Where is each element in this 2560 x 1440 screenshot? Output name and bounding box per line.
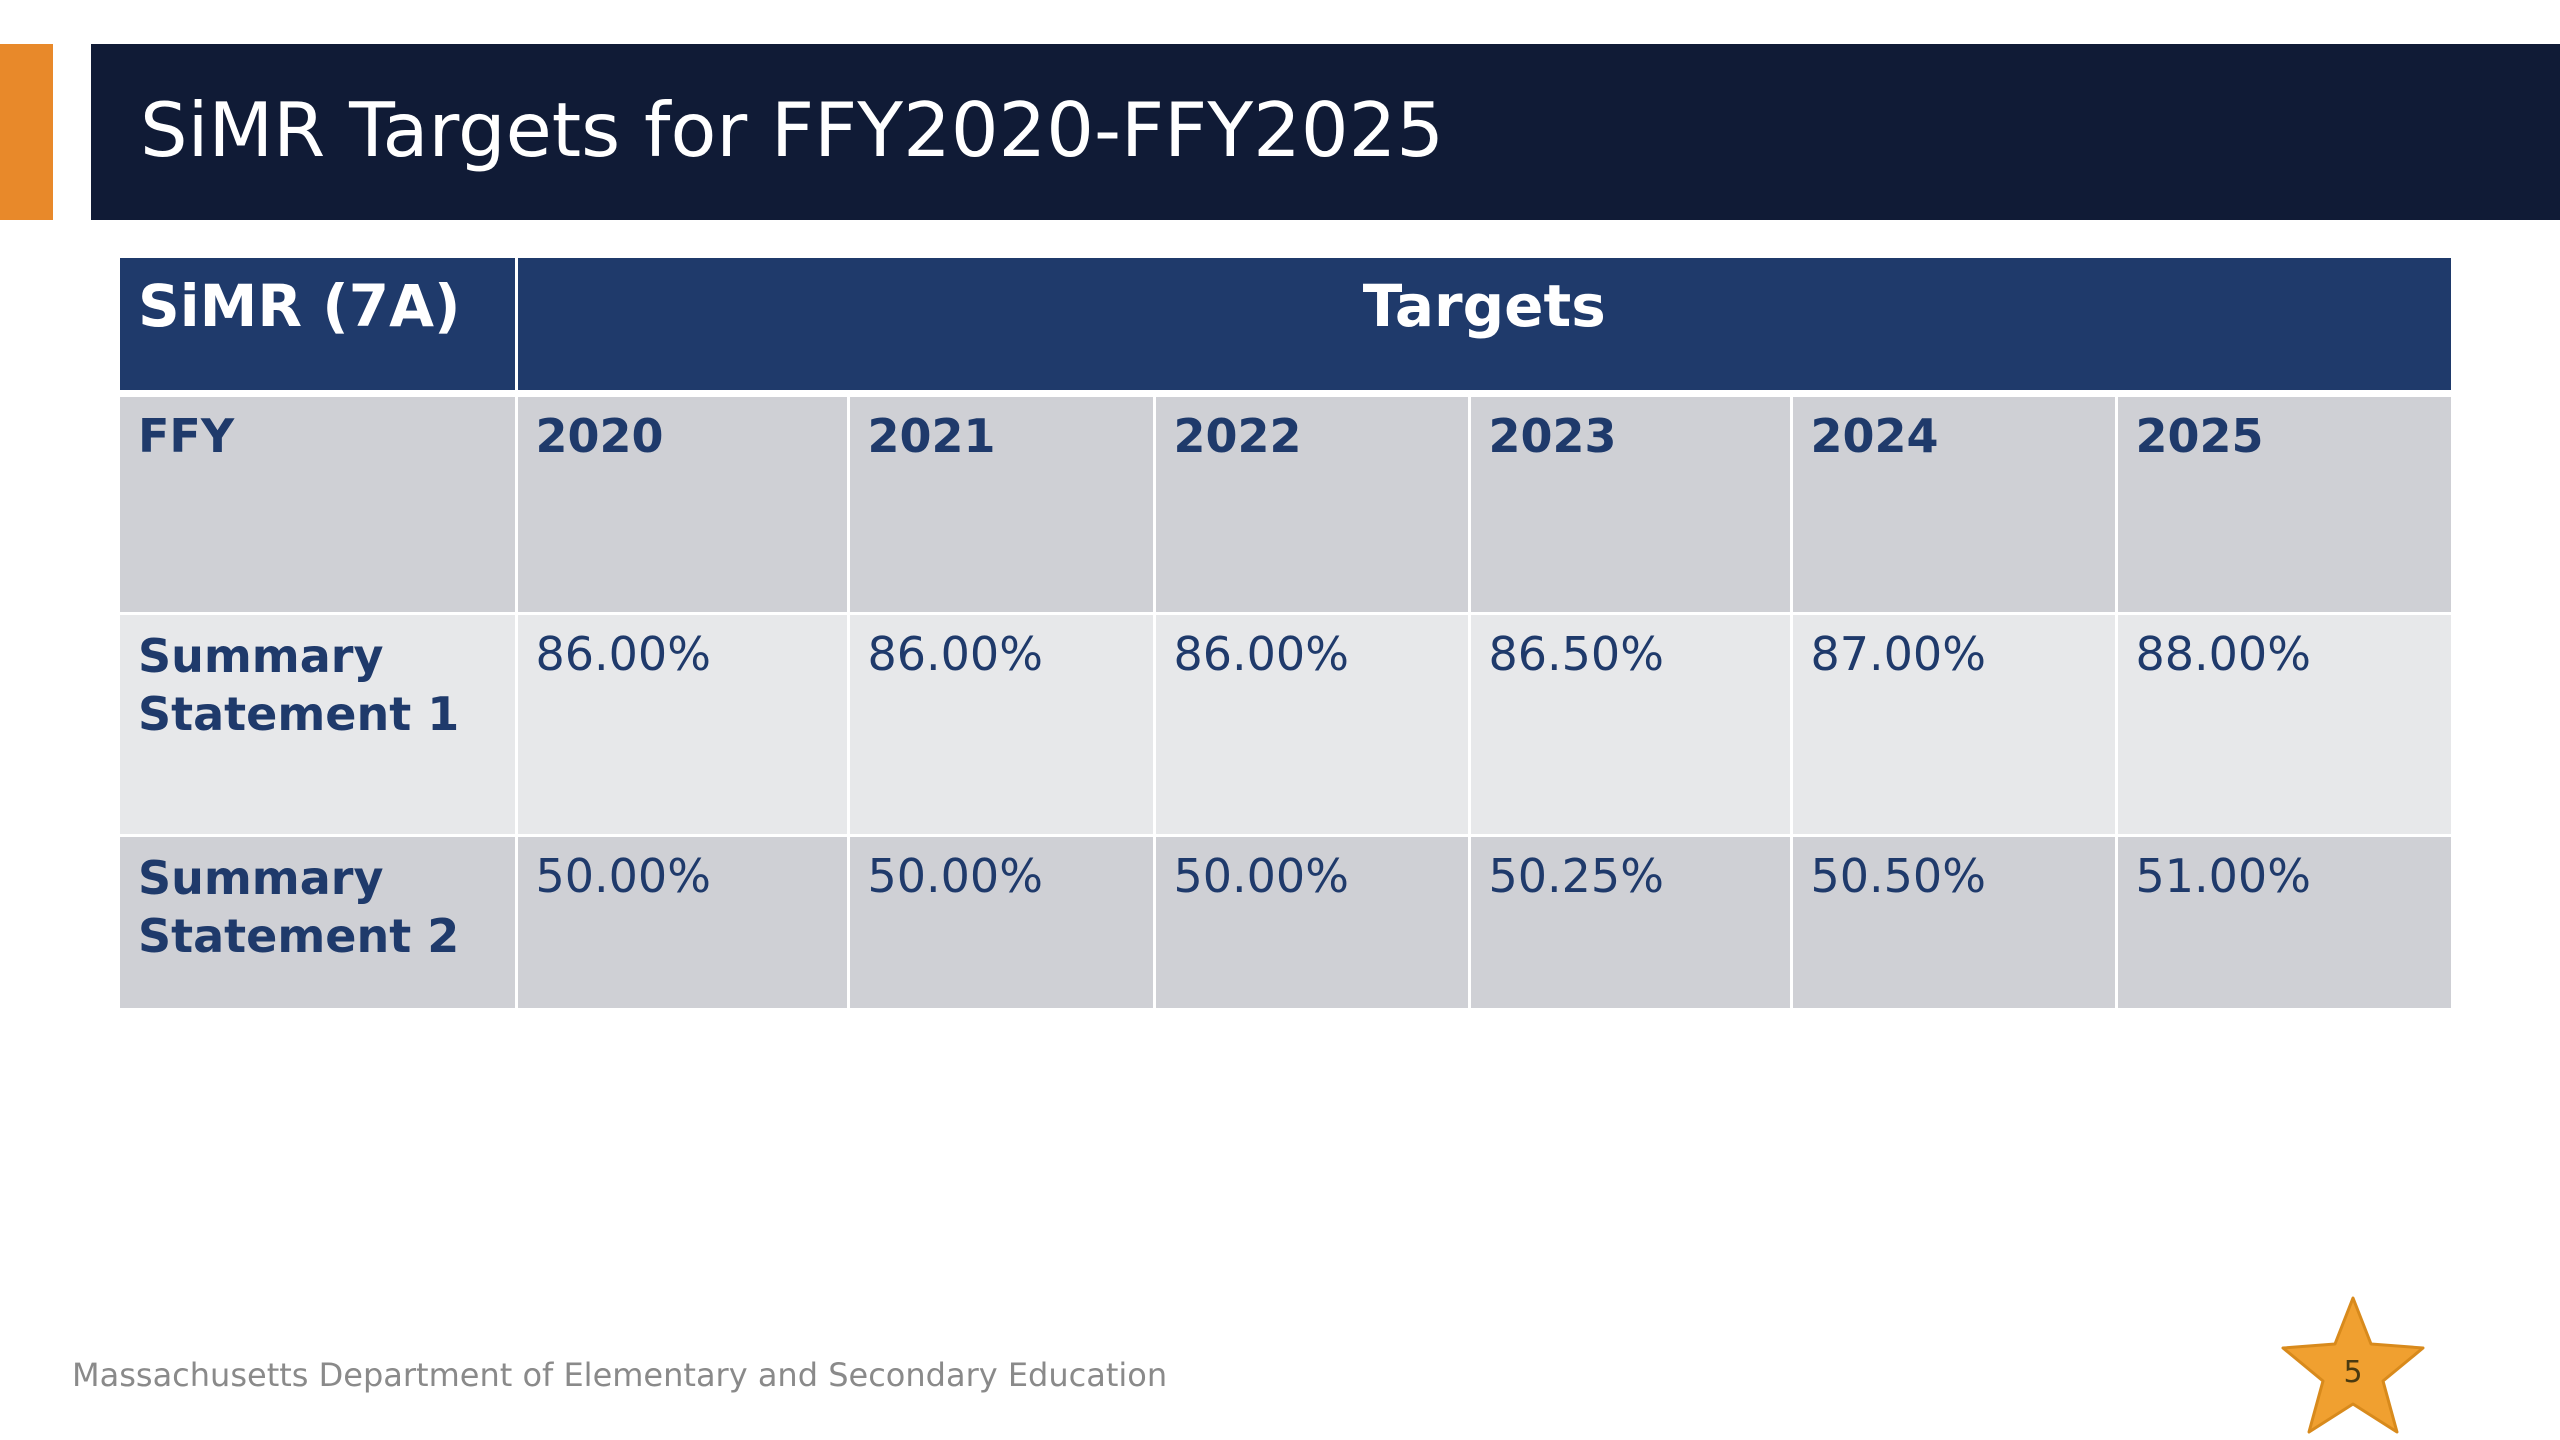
row-label-cell: Summary Statement 2 (120, 835, 518, 1008)
simr-targets-table: SiMR (7A) Targets FFY 2020 2021 2022 202… (120, 258, 2452, 1008)
title-bar (91, 44, 2560, 220)
year-cell: 2024 (1791, 393, 2118, 615)
table-row: Summary Statement 2 50.00% 50.00% 50.00%… (120, 835, 2452, 1008)
year-cell: 2025 (2116, 393, 2452, 615)
value-cell: 50.50% (1791, 835, 2118, 1008)
star-icon (2281, 1296, 2425, 1434)
row-label-line: Statement 1 (138, 686, 460, 741)
row-label-line: Statement 2 (138, 908, 460, 963)
value-cell: 86.50% (1469, 613, 1793, 837)
value-cell: 87.00% (1791, 613, 2118, 837)
year-cell: 2021 (848, 393, 1156, 615)
value-cell: 88.00% (2116, 613, 2452, 837)
year-cell: 2022 (1154, 393, 1471, 615)
footer-organization: Massachusetts Department of Elementary a… (72, 1356, 1168, 1394)
table-header-row: SiMR (7A) Targets (120, 258, 2452, 397)
fiscal-year-row: FFY 2020 2021 2022 2023 2024 2025 (120, 393, 2452, 615)
year-cell: 2023 (1469, 393, 1793, 615)
ffy-label-cell: FFY (120, 393, 518, 615)
value-cell: 51.00% (2116, 835, 2452, 1008)
row-label-line: Summary (138, 628, 384, 683)
targets-header-cell: Targets (516, 258, 2452, 397)
value-cell: 50.00% (848, 835, 1156, 1008)
simr-header-cell: SiMR (7A) (120, 258, 518, 397)
value-cell: 86.00% (516, 613, 850, 837)
row-label-line: Summary (138, 850, 384, 905)
table-row: Summary Statement 1 86.00% 86.00% 86.00%… (120, 613, 2452, 837)
value-cell: 86.00% (848, 613, 1156, 837)
page-number: 5 (2343, 1355, 2363, 1390)
row-label-cell: Summary Statement 1 (120, 613, 518, 837)
value-cell: 50.00% (516, 835, 850, 1008)
value-cell: 86.00% (1154, 613, 1471, 837)
value-cell: 50.00% (1154, 835, 1471, 1008)
value-cell: 50.25% (1469, 835, 1793, 1008)
slide-title: SiMR Targets for FFY2020-FFY2025 (140, 86, 1445, 174)
accent-bar (0, 44, 53, 220)
year-cell: 2020 (516, 393, 850, 615)
